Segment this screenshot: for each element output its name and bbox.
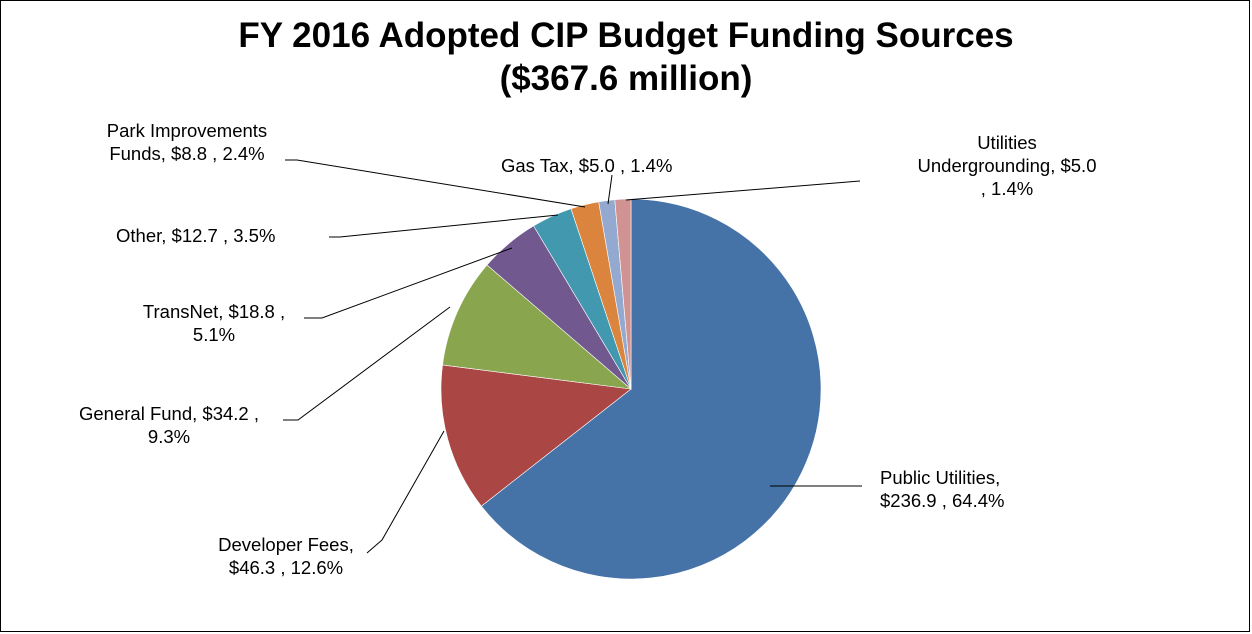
data-label-line: General Fund, $34.2 , (79, 403, 259, 424)
data-label-line: Funds, $8.8 , 2.4% (109, 143, 265, 164)
data-label-line: 5.1% (192, 324, 236, 345)
data-label-line: Park Improvements (106, 120, 268, 141)
data-label-line: Public Utilities, (880, 467, 1001, 488)
leader-line (283, 306, 451, 421)
leader-line (625, 180, 861, 201)
pie-slice-utilities-undergrounding (614, 198, 632, 390)
pie-slice-public-utilities (480, 198, 822, 580)
leader-line (366, 430, 445, 554)
leader-line (607, 174, 613, 205)
pie-slices (440, 198, 822, 580)
data-label-gas-tax: Gas Tax, $5.0 , 1.4% (501, 154, 672, 177)
chart-subtitle: ($367.6 million) (499, 59, 753, 98)
data-label-line: , 1.4% (980, 178, 1034, 199)
data-label-line: Gas Tax, $5.0 , 1.4% (501, 155, 673, 176)
data-label-line: Developer Fees, (218, 534, 354, 555)
data-label-other: Other, $12.7 , 3.5% (116, 224, 275, 247)
data-label-general-fund: General Fund, $34.2 , 9.3% (44, 402, 294, 448)
data-label-transnet: TransNet, $18.8 , 5.1% (114, 300, 314, 346)
data-label-utilities-undergrounding: Utilities Undergrounding, $5.0, 1.4% (872, 131, 1142, 200)
leader-line (304, 247, 513, 319)
data-label-line: $236.9 , 64.4% (880, 490, 1005, 511)
leader-line (329, 214, 559, 238)
pie-slice-developer-fees (440, 364, 632, 507)
pie-slice-general-fund (442, 264, 632, 390)
data-label-line: Undergrounding, $5.0 (917, 155, 1097, 176)
data-label-line: Other, $12.7 , 3.5% (116, 225, 276, 246)
chart-title-line: FY 2016 Adopted CIP Budget Funding Sourc… (238, 16, 1014, 55)
chart-title: FY 2016 Adopted CIP Budget Funding Sourc… (0, 14, 1252, 100)
data-label-developer-fees: Developer Fees, $46.3 , 12.6% (206, 533, 366, 579)
data-label-line: TransNet, $18.8 , (142, 301, 286, 322)
data-label-line: 9.3% (147, 426, 191, 447)
data-label-public-utilities: Public Utilities, $236.9 , 64.4% (880, 466, 1004, 512)
leader-lines (283, 159, 862, 554)
leader-line (285, 159, 586, 208)
data-label-park-improvements-funds: Park Improvements Funds, $8.8 , 2.4% (82, 119, 292, 165)
data-label-line: Utilities (977, 132, 1037, 153)
data-label-line: $46.3 , 12.6% (228, 557, 344, 578)
